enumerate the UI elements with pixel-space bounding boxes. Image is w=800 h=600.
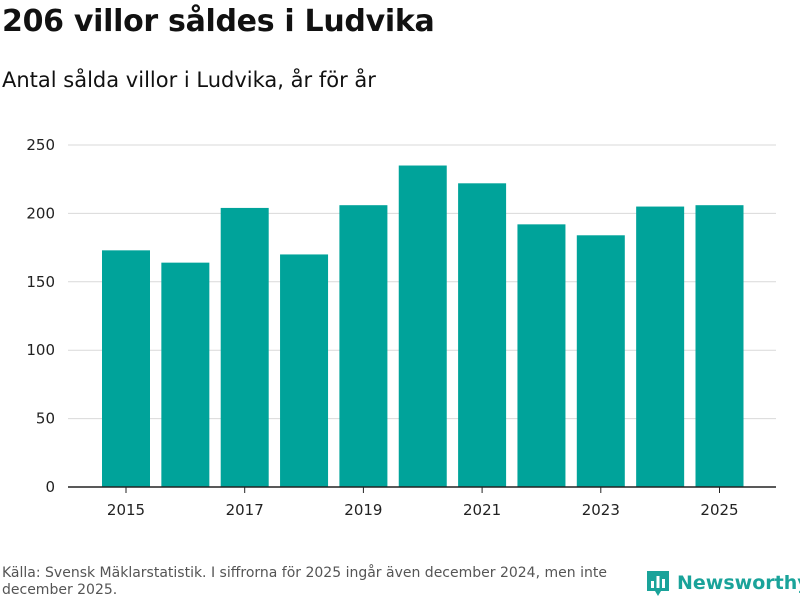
x-tick-label: 2023	[582, 501, 620, 519]
x-tick-label: 2015	[107, 501, 145, 519]
x-tick-label: 2021	[463, 501, 501, 519]
y-tick-label: 100	[26, 341, 55, 359]
bar-2020	[398, 165, 447, 487]
x-tick-label: 2025	[700, 501, 738, 519]
x-tick-label: 2017	[226, 501, 264, 519]
brand-name: Newsworthy	[677, 572, 800, 594]
axes: 0 50 100 150 200 250 2015 2017 2019 2021 2023 2025	[26, 136, 776, 519]
bar-chart: 0 50 100 150 200 250 2015 2017 2019 2021 2023 2025	[26, 136, 776, 519]
bar-2017	[220, 207, 269, 487]
bar-2023	[576, 235, 625, 487]
bar-2016	[161, 262, 210, 487]
chart-title: 206 villor såldes i Ludvika	[2, 4, 435, 39]
bar-2022	[517, 224, 566, 487]
bars	[102, 165, 744, 487]
brand-logo: Newsworthy	[645, 569, 800, 597]
bar-2024	[636, 206, 685, 487]
x-tick-label: 2019	[344, 501, 382, 519]
y-tick-label: 0	[45, 478, 55, 496]
bar-2015	[102, 250, 150, 487]
bar-2018	[280, 254, 329, 487]
bar-2021	[458, 183, 507, 487]
source-note: Källa: Svensk Mäklarstatistik. I siffror…	[2, 565, 607, 598]
y-tick-label: 150	[26, 273, 55, 291]
chart-subtitle: Antal sålda villor i Ludvika, år för år	[2, 68, 376, 92]
bar-chart-logo-icon	[647, 571, 669, 596]
y-tick-label: 250	[26, 136, 55, 154]
y-tick-label: 50	[36, 410, 55, 428]
bar-2019	[339, 205, 388, 487]
bar-2025	[695, 205, 744, 487]
y-tick-label: 200	[26, 204, 55, 222]
